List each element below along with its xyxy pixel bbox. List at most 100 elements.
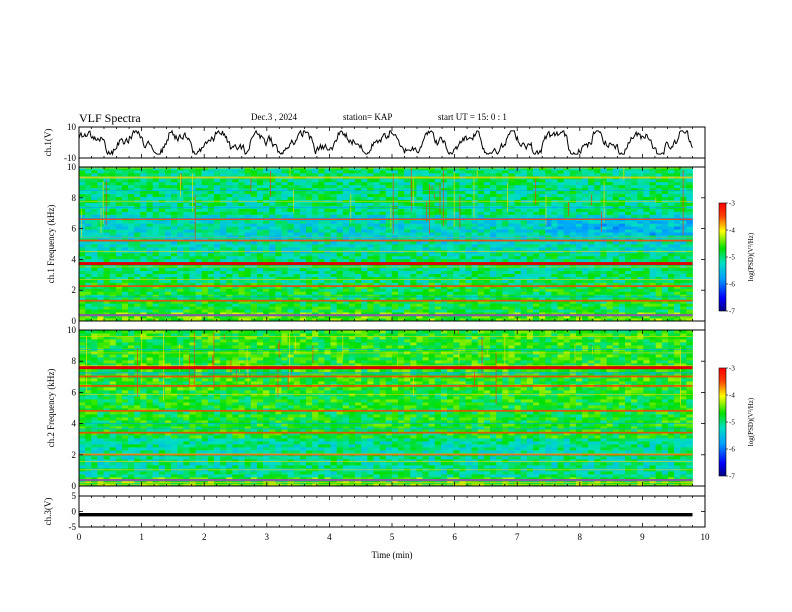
- spectrogram-cell: [281, 241, 288, 245]
- spectrogram-cell: [661, 264, 669, 269]
- spectrogram-cell: [269, 255, 276, 260]
- spectrogram-cell: [496, 267, 503, 272]
- spectrogram-cell: [299, 229, 307, 233]
- spectrogram-cell: [643, 193, 650, 198]
- spectrogram-cell: [416, 220, 423, 224]
- spectrogram-cell: [250, 285, 258, 289]
- spectrogram-cell: [336, 315, 344, 319]
- spectrogram-cell: [146, 318, 154, 322]
- spectrogram-cell: [643, 235, 650, 239]
- spectrogram-cell: [490, 196, 497, 200]
- spectrogram-cell: [85, 184, 92, 189]
- spectrogram-cell: [416, 258, 423, 263]
- spectrogram-cell: [269, 315, 276, 319]
- spectrogram-cell: [502, 279, 509, 283]
- spectrogram-cell: [373, 285, 380, 289]
- spectrogram-cell: [367, 279, 374, 283]
- spectrogram-cell: [459, 279, 466, 283]
- spectrogram-cell: [490, 193, 497, 198]
- spectrogram-cell: [140, 306, 147, 310]
- spectrogram-cell: [238, 264, 246, 269]
- spectrogram-cell: [115, 202, 123, 206]
- spectrogram-cell: [250, 255, 258, 260]
- spectrogram-cell: [453, 202, 460, 206]
- spectrogram-cell: [171, 258, 178, 263]
- spectrogram-cell: [287, 297, 295, 301]
- spectrogram-cell: [269, 273, 276, 277]
- spectrogram-cell: [207, 258, 215, 263]
- spectrogram-cell: [299, 288, 307, 292]
- spectrogram-cell: [97, 264, 104, 269]
- spectrogram-cell: [207, 303, 215, 307]
- spectrogram-cell: [667, 241, 675, 245]
- spectrogram-cell: [557, 178, 565, 183]
- spectrogram-cell: [348, 279, 356, 283]
- spectrogram-cell: [189, 303, 196, 307]
- spectrogram-cell: [201, 223, 209, 227]
- spectrogram-cell: [569, 288, 577, 292]
- spectrogram-cell: [293, 276, 301, 280]
- spectrogram-cell: [348, 273, 356, 277]
- spectrogram-cell: [483, 226, 491, 230]
- spectrogram-cell: [189, 285, 196, 289]
- spectrogram-cell: [545, 244, 552, 248]
- spectrogram-cell: [625, 306, 632, 310]
- spectrogram-cell: [625, 246, 632, 251]
- spectrogram-cell: [483, 306, 491, 310]
- spectrogram-cell: [582, 208, 589, 212]
- spectrogram-cell: [563, 273, 571, 277]
- spectrogram-cell: [226, 190, 233, 195]
- spectrogram-cell: [250, 303, 258, 307]
- spectrogram-cell: [128, 267, 135, 272]
- spectrogram-cell: [140, 184, 147, 189]
- spectrogram-cell: [164, 288, 172, 292]
- spectrogram-cell: [121, 244, 129, 248]
- spectrogram-cell: [606, 252, 614, 257]
- spectrogram-cell: [490, 258, 497, 263]
- spectrogram-cell: [134, 303, 141, 307]
- spectrogram-cell: [355, 294, 362, 298]
- spectrogram-cell: [459, 181, 466, 186]
- spectrogram-cell: [532, 172, 540, 177]
- spectrogram-cell: [373, 300, 380, 304]
- spectrogram-cell: [649, 226, 657, 230]
- spectrogram-cell: [625, 297, 632, 301]
- spectrogram-cell: [318, 303, 325, 307]
- spectrogram-cell: [207, 181, 215, 186]
- spectrogram-cell: [109, 220, 117, 224]
- spectrogram-cell: [97, 187, 104, 192]
- spectrogram-cell: [539, 273, 546, 277]
- spectrogram-cell: [625, 235, 632, 239]
- spectrogram-cell: [379, 312, 387, 316]
- spectrogram-cell: [514, 190, 522, 195]
- spectrogram-cell: [128, 303, 135, 307]
- spectrogram-cell: [220, 220, 227, 224]
- spectrogram-cell: [336, 294, 344, 298]
- spectrogram-cell: [226, 244, 233, 248]
- spectrogram-cell: [416, 190, 423, 195]
- spectrogram-cell: [121, 187, 129, 192]
- spectrogram-cell: [410, 309, 417, 313]
- spectrogram-cell: [514, 244, 522, 248]
- spectrogram-cell: [238, 181, 246, 186]
- spectrogram-cell: [195, 255, 203, 260]
- spectrogram-cell: [121, 306, 129, 310]
- spectrogram-cell: [158, 285, 166, 289]
- spectrogram-cell: [91, 300, 98, 304]
- spectrogram-cell: [207, 255, 215, 260]
- spectrogram-cell: [177, 202, 184, 206]
- spectrogram-cell: [379, 279, 387, 283]
- spectrogram-cell: [256, 223, 264, 227]
- spectrogram-cell: [361, 276, 368, 280]
- spectrogram-cell: [232, 306, 239, 310]
- spectrogram-cell: [416, 193, 423, 198]
- spectrogram-cell: [471, 190, 479, 195]
- spectrogram-cell: [502, 252, 509, 257]
- spectrogram-cell: [606, 211, 614, 215]
- spectrogram-cell: [275, 190, 282, 195]
- spectrogram-cell: [606, 294, 614, 298]
- spectrogram-cell: [140, 258, 147, 263]
- spectrogram-cell: [201, 190, 209, 195]
- spectrogram-cell: [649, 258, 657, 263]
- spectrogram-cell: [244, 178, 252, 183]
